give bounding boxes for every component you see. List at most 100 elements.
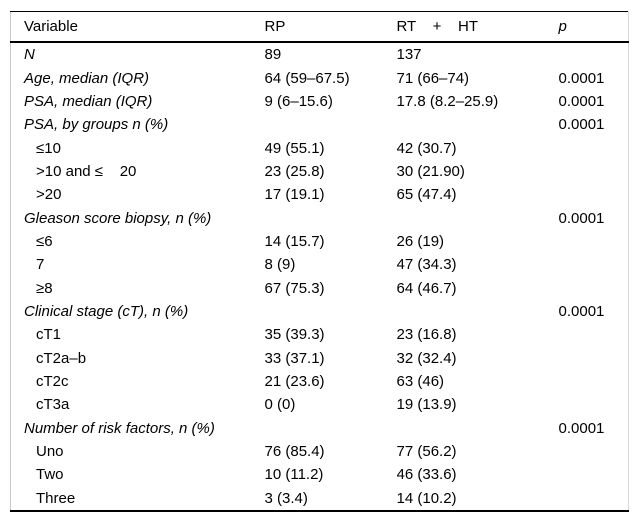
table-row: ≤10 49 (55.1) 42 (30.7) (11, 136, 629, 159)
rp-value-cell: 3 (3.4) (264, 489, 308, 507)
rt-ht-value-cell: 137 (396, 46, 422, 64)
p-value-cell: 0.0001 (558, 209, 605, 227)
table-row: Three 3 (3.4) 14 (10.2) (11, 487, 629, 511)
rp-value-cell: 10 (11.2) (264, 466, 324, 484)
rp-value-cell: 64 (59–67.5) (264, 69, 350, 87)
table-row: cT2a–b 33 (37.1) 32 (32.4) (11, 346, 629, 369)
rt-ht-value-cell (397, 417, 551, 440)
table-row: Uno 76 (85.4) 77 (56.2) (11, 440, 629, 463)
table-row: Gleason score biopsy, n (%) 0.0001 (11, 206, 629, 229)
rp-value-cell: 21 (23.6) (264, 372, 325, 390)
rp-value-cell: 67 (75.3) (264, 279, 325, 297)
variable-cell: PSA, median (IQR) (24, 92, 153, 110)
table-row: Clinical stage (cT), n (%) 0.0001 (11, 300, 629, 323)
column-header-p: p (550, 11, 629, 43)
p-value-cell (551, 42, 629, 66)
rp-value-cell (265, 206, 397, 229)
table-row: ≤6 14 (15.7) 26 (19) (11, 230, 629, 253)
rp-value-cell: 76 (85.4) (264, 443, 325, 461)
variable-cell: Gleason score biopsy, n (%) (24, 209, 212, 227)
rt-ht-value-cell: 64 (46.7) (396, 279, 457, 297)
rt-ht-value-cell (397, 113, 551, 136)
p-value-cell (551, 136, 629, 159)
p-value-cell: 0.0001 (558, 69, 605, 87)
variable-cell: >10 and ≤ 20 (36, 162, 137, 180)
table-row: N 89 137 (11, 42, 629, 66)
rt-ht-value-cell (397, 300, 551, 323)
rt-ht-value-cell: 32 (32.4) (396, 349, 457, 367)
column-header-rt-ht: RT + HT (396, 11, 551, 43)
rp-value-cell: 33 (37.1) (264, 349, 325, 367)
p-value-cell: 0.0001 (558, 419, 605, 437)
rt-ht-value-cell: 30 (21.90) (396, 162, 465, 180)
rt-ht-value-cell: 47 (34.3) (396, 256, 457, 274)
p-value-cell (551, 463, 629, 486)
variable-cell: PSA, by groups n (%) (24, 116, 169, 134)
p-value-cell: 0.0001 (558, 302, 605, 320)
variable-cell: ≤10 (36, 139, 61, 157)
rp-value-cell: 14 (15.7) (264, 232, 325, 250)
header-row: Variable RP RT + HT p (10, 11, 629, 43)
p-value-cell: 0.0001 (558, 116, 605, 134)
table-row: Two 10 (11.2) 46 (33.6) (11, 463, 629, 486)
rt-ht-value-cell: 14 (10.2) (396, 489, 457, 507)
variable-cell: Age, median (IQR) (24, 69, 150, 87)
rp-value-cell: 9 (6–15.6) (264, 92, 333, 110)
variable-cell: cT1 (36, 326, 62, 344)
rp-value-cell: 23 (25.8) (264, 162, 325, 180)
table-row: 7 8 (9) 47 (34.3) (11, 253, 629, 276)
p-value-cell (551, 276, 629, 299)
table-body: N 89 137 Age, median (IQR) 64 (59–67.5) 71 (6… (11, 42, 629, 511)
variable-cell: Number of risk factors, n (%) (24, 419, 215, 437)
p-value-cell (551, 253, 629, 276)
rt-ht-value-cell: 46 (33.6) (396, 466, 457, 484)
rt-ht-value-cell: 71 (66–74) (396, 69, 470, 87)
p-value-cell (551, 393, 629, 416)
variable-cell: cT2c (36, 372, 69, 390)
rt-ht-value-cell: 63 (46) (396, 372, 445, 390)
table-row: ≥8 67 (75.3) 64 (46.7) (11, 276, 629, 299)
variable-cell: cT3a (36, 396, 70, 414)
p-value-cell (551, 323, 629, 346)
table-row: >10 and ≤ 20 23 (25.8) 30 (21.90) (11, 160, 629, 183)
variable-cell: 7 (36, 256, 45, 274)
table-row: cT2c 21 (23.6) 63 (46) (11, 370, 629, 393)
variable-cell: cT2a–b (36, 349, 87, 367)
rp-value-cell: 89 (264, 46, 282, 64)
rp-value-cell: 49 (55.1) (264, 139, 325, 157)
rt-ht-value-cell: 77 (56.2) (396, 443, 457, 461)
variable-cell: ≥8 (36, 279, 53, 297)
rp-value-cell (265, 113, 397, 136)
table-row: PSA, by groups n (%) 0.0001 (11, 113, 629, 136)
table-row: Number of risk factors, n (%) 0.0001 (11, 417, 629, 440)
variable-cell: Clinical stage (cT), n (%) (24, 302, 189, 320)
rt-ht-value-cell (397, 206, 551, 229)
rt-ht-value-cell: 42 (30.7) (396, 139, 457, 157)
variable-cell: N (24, 46, 35, 64)
p-value-cell (551, 346, 629, 369)
p-value-cell (551, 487, 629, 511)
p-value-cell: 0.0001 (558, 92, 605, 110)
rt-ht-value-cell: 19 (13.9) (396, 396, 457, 414)
p-value-cell (551, 230, 629, 253)
variable-cell: ≤6 (36, 232, 53, 250)
table-row: PSA, median (IQR) 9 (6–15.6) 17.8 (8.2–25.… (11, 90, 629, 113)
p-value-cell (551, 440, 629, 463)
table-row: >20 17 (19.1) 65 (47.4) (11, 183, 629, 206)
rt-ht-value-cell: 17.8 (8.2–25.9) (396, 92, 499, 110)
rt-ht-value-cell: 65 (47.4) (396, 186, 457, 204)
rt-ht-value-cell: 26 (19) (396, 232, 445, 250)
rp-value-cell: 35 (39.3) (264, 326, 325, 344)
rp-value-cell: 8 (9) (264, 256, 296, 274)
p-value-cell (551, 160, 629, 183)
column-header-variable: Variable (10, 11, 265, 43)
variable-cell: Two (36, 466, 64, 484)
p-value-cell (551, 183, 629, 206)
rp-value-cell (265, 300, 397, 323)
rt-ht-value-cell: 23 (16.8) (396, 326, 457, 344)
variable-cell: Three (36, 489, 76, 507)
rp-value-cell: 0 (0) (264, 396, 296, 414)
rp-value-cell: 17 (19.1) (264, 186, 325, 204)
table-row: cT1 35 (39.3) 23 (16.8) (11, 323, 629, 346)
p-value-cell (551, 370, 629, 393)
